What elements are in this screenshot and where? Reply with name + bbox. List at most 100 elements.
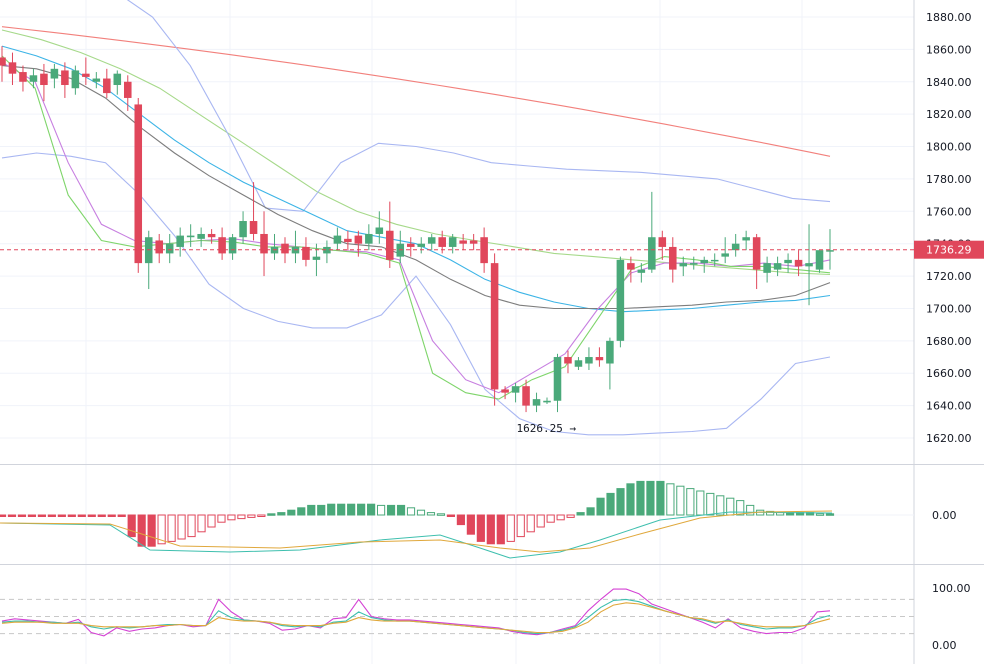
macd-bar [127,514,136,538]
macd-bar [606,492,615,516]
candle-body [323,246,331,254]
candle-body [113,73,122,86]
candle-body [82,73,90,77]
candle-body [155,240,163,254]
candle-body [606,340,614,364]
macd-bar [77,514,86,517]
candle-body [459,240,467,244]
candle-body [742,237,750,241]
macd-bar [17,514,27,517]
price-tick-label: 1700.00 [926,302,972,315]
candle-body [710,259,719,262]
macd-bar [586,507,595,516]
candle-body [186,235,195,238]
macd-bar [347,503,356,516]
candle-body [92,78,101,82]
candle-body [689,263,698,265]
macd-bar [167,514,176,542]
overlay-ema_slow [1,65,831,310]
candle-body [333,235,342,244]
macd-bar [456,514,465,526]
macd-bar [526,514,535,533]
macd-bar [87,514,96,517]
macd-panel: 0.00 [0,480,957,559]
candle-body [679,263,688,267]
macd-bar [676,485,685,516]
candle-body [501,389,509,393]
candle-body [249,221,258,234]
price-tick-label: 1660.00 [926,367,972,380]
candle-body [637,269,646,273]
macd-bar [696,490,705,516]
macd-bar [187,514,196,538]
candle-body [784,259,792,264]
candle-body [490,263,499,390]
macd-bar [107,514,116,517]
candle-body [218,237,226,254]
macd-bar [367,503,376,516]
osc-tick-label: 100.00 [932,582,971,595]
candle-body [344,238,352,243]
macd-signal-line [0,510,833,553]
macd-bar [327,503,336,516]
macd-bar [297,507,306,516]
macd-bar [307,504,316,516]
candle-body [794,259,803,267]
grid [0,0,914,664]
macd-bar [596,497,605,516]
macd-bar [97,514,106,517]
macd-bar [7,514,17,517]
macd-zero-label: 0.00 [932,509,957,522]
candle-body [773,263,782,270]
candle-body [207,233,216,238]
candle-body [176,235,184,247]
price-overlays [1,0,831,436]
macd-bar [426,512,436,516]
candle-body [61,70,69,86]
macd-bar [636,480,645,516]
overlay-ema_purple [1,61,831,394]
macd-bar [686,488,695,516]
macd-bar [576,512,585,516]
candle-body [826,250,834,252]
macd-bar [137,514,146,547]
candle-body [511,386,520,393]
candle-body [354,235,363,244]
macd-bar [446,514,456,517]
candle-body [564,357,572,364]
candle-body [648,237,656,270]
candle-body [312,256,321,260]
macd-bar [217,514,226,523]
macd-bar [436,513,446,516]
macd-bar [646,480,655,516]
macd-bar [476,514,485,542]
macd-bar [626,483,635,516]
macd-bar [416,509,426,516]
price-tick-label: 1780.00 [926,173,972,186]
price-tick-label: 1840.00 [926,76,972,89]
price-tick-label: 1800.00 [926,141,972,154]
overlay-bb_lower [1,152,831,436]
price-tick-label: 1680.00 [926,335,972,348]
candles [0,46,834,413]
candle-body [50,68,59,79]
candle-body [658,237,667,247]
candle-body [700,259,709,264]
candle-body [669,246,677,270]
last-price-badge [914,240,984,259]
candle-body [197,233,205,239]
macd-bar [666,483,675,516]
macd-bar [736,500,745,516]
candle-body [165,243,174,254]
candle-body [574,360,583,367]
macd-bar [37,514,46,517]
macd-bar [706,492,715,516]
macd-bar [227,514,236,521]
macd-bar [57,514,66,517]
macd-bar [317,504,326,516]
macd-bar [0,514,7,517]
macd-bar [267,513,276,516]
macd-bar [825,513,835,516]
